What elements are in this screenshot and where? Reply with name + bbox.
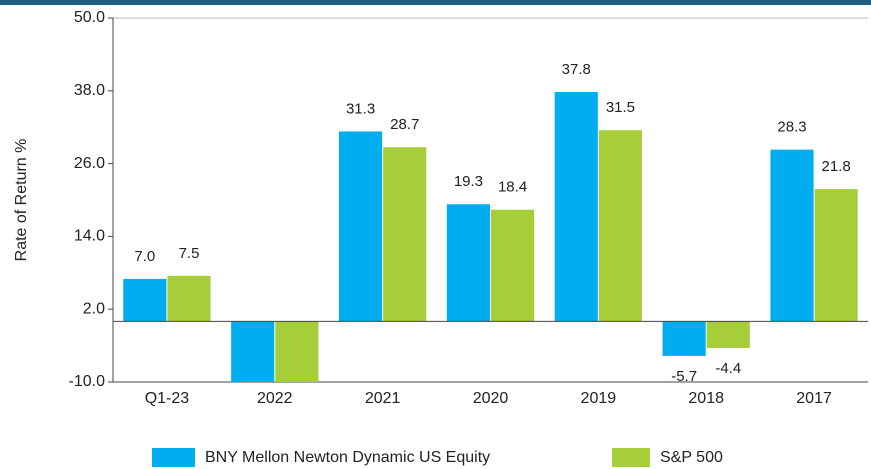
bar: [231, 321, 275, 382]
data-label: 7.5: [179, 245, 200, 262]
x-tick-label: 2020: [473, 390, 509, 407]
y-axis-label: Rate of Return %: [13, 139, 30, 262]
data-label: 21.8: [822, 158, 851, 175]
y-tick-label: -10.0: [69, 373, 106, 390]
data-label: 37.8: [562, 61, 591, 78]
bars: [123, 92, 858, 382]
bar: [491, 209, 535, 322]
data-label: 19.3: [454, 173, 483, 190]
legend-swatch: [612, 448, 650, 467]
bar: [598, 130, 642, 322]
header-bar: [0, 0, 871, 5]
data-label: 18.4: [498, 179, 527, 196]
x-tick-label: 2017: [796, 390, 832, 407]
y-tick-label: 14.0: [74, 228, 105, 245]
data-label: 31.3: [346, 100, 375, 117]
bar: [662, 321, 706, 356]
legend-label: S&P 500: [660, 449, 723, 466]
x-tick-label: 2019: [581, 390, 617, 407]
bar: [446, 204, 490, 322]
bar: [706, 321, 750, 349]
x-tick-label: Q1-23: [145, 390, 190, 407]
bar: [814, 189, 858, 322]
legend-swatch: [152, 448, 195, 467]
data-label: -4.4: [715, 360, 741, 377]
bar: [275, 321, 319, 382]
bar: [167, 275, 211, 322]
bar: [383, 147, 427, 322]
data-label: 28.3: [777, 119, 806, 136]
bar: [554, 92, 598, 322]
x-tick-label: 2022: [257, 390, 293, 407]
legend-label: BNY Mellon Newton Dynamic US Equity: [205, 449, 490, 466]
data-label: -5.7: [671, 368, 697, 385]
y-tick-label: 26.0: [74, 155, 105, 172]
x-tick-label: 2018: [688, 390, 724, 407]
x-tick-label: 2021: [365, 390, 401, 407]
data-label: 31.5: [606, 99, 635, 116]
y-tick-label: 38.0: [74, 82, 105, 99]
bar: [770, 149, 814, 322]
data-label: 28.7: [390, 116, 419, 133]
bar: [339, 131, 383, 322]
data-label: 7.0: [134, 248, 155, 265]
y-tick-label: 2.0: [83, 300, 105, 317]
y-tick-label: 50.0: [74, 9, 105, 26]
bar: [123, 278, 167, 322]
